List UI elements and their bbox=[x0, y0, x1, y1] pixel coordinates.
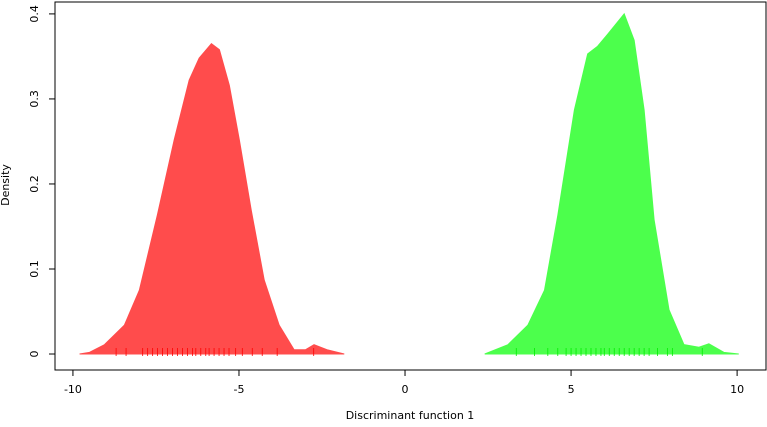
x-tick-label: 5 bbox=[568, 383, 575, 396]
density-area bbox=[484, 12, 739, 355]
x-tick-label: 0 bbox=[402, 383, 409, 396]
x-tick-label: 10 bbox=[730, 383, 744, 396]
plot-frame bbox=[54, 1, 767, 371]
y-tick-label: 0.2 bbox=[28, 175, 41, 193]
y-tick-label: 0.3 bbox=[28, 90, 41, 108]
y-tick-label: 0.1 bbox=[28, 260, 41, 278]
y-tick-label: 0.4 bbox=[28, 5, 41, 23]
y-tick-label: 0 bbox=[28, 351, 41, 358]
x-tick-label: -5 bbox=[233, 383, 244, 396]
x-tick-label: -10 bbox=[64, 383, 82, 396]
y-axis-label: Density bbox=[0, 164, 12, 206]
density-area bbox=[79, 42, 345, 355]
x-axis-label: Discriminant function 1 bbox=[346, 409, 475, 422]
